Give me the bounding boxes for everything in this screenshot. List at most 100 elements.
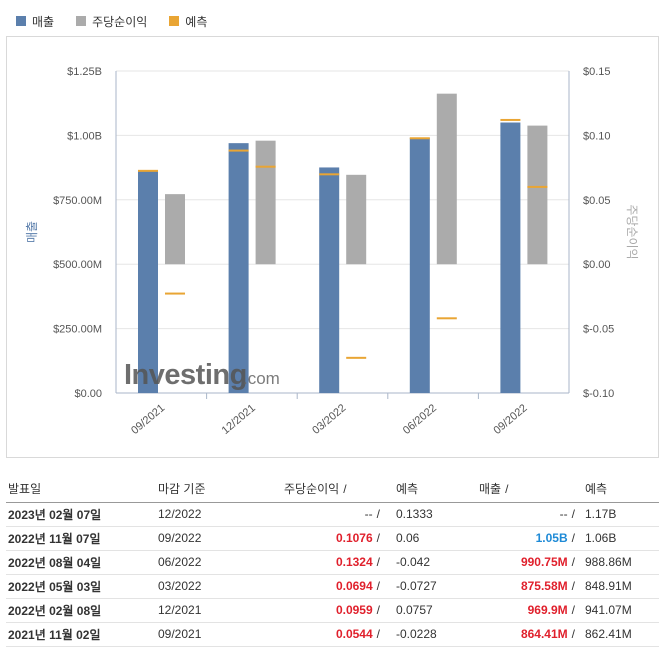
revenue-bar bbox=[409, 137, 430, 393]
header-date[interactable]: 발표일 bbox=[6, 476, 156, 503]
revenue-forecast-marker bbox=[228, 149, 249, 152]
revenue-bar bbox=[138, 170, 158, 393]
cell-date: 2022년 11월 07일 bbox=[6, 526, 156, 551]
y-left-tick-label: $500.00M bbox=[53, 259, 102, 271]
cell-revenue-value: -- bbox=[559, 507, 568, 521]
cell-eps-value: 0.1324 bbox=[335, 555, 373, 569]
earnings-table: 발표일 마감 기준 주당순이익 / 예측 매출 / 예측 2023년 02월 07일… bbox=[6, 476, 659, 647]
cell-revenue-forecast: 1.06B bbox=[577, 526, 659, 551]
legend-item-eps[interactable]: 주당순이익 bbox=[76, 12, 147, 30]
legend-item-forecast[interactable]: 예측 bbox=[169, 12, 207, 30]
cell-revenue-forecast: 1.17B bbox=[577, 502, 659, 527]
cell-eps-value: 0.0544 bbox=[335, 627, 373, 641]
cell-eps-value: 0.1076 bbox=[335, 531, 373, 545]
header-eps-slash: / bbox=[343, 482, 347, 497]
revenue-forecast-marker bbox=[500, 118, 521, 121]
x-category-label: 09/2021 bbox=[129, 402, 167, 437]
cell-revenue-value: 969.9M bbox=[527, 603, 568, 617]
cell-eps-forecast: 0.06 bbox=[382, 526, 477, 551]
legend-swatch-forecast bbox=[169, 16, 180, 26]
cell-eps-value: -- bbox=[364, 507, 373, 521]
cell-period: 03/2022 bbox=[156, 574, 282, 599]
cell-revenue: 990.75M / bbox=[477, 550, 577, 575]
y-left-tick-label: $1.25B bbox=[67, 66, 102, 78]
y-left-axis-title: 매출 bbox=[25, 221, 39, 243]
table-row: 2022년 11월 07일 09/2022 0.1076/0.06 1.05B/1.0… bbox=[6, 526, 659, 551]
cell-eps-forecast: -0.042 bbox=[382, 550, 477, 575]
y-right-tick-label: $0.05 bbox=[583, 195, 611, 207]
table-row: 2022년 02월 08일 12/2021 0.0959/0.0757 969.9M /… bbox=[6, 598, 659, 623]
revenue-forecast-marker bbox=[319, 173, 340, 176]
cell-eps-forecast: -0.0228 bbox=[382, 622, 477, 647]
eps-bar bbox=[255, 140, 276, 265]
cell-date: 2021년 11월 02일 bbox=[6, 622, 156, 647]
table-header-row: 발표일 마감 기준 주당순이익 / 예측 매출 / 예측 bbox=[6, 476, 659, 503]
cell-revenue-value: 1.05B bbox=[535, 531, 568, 545]
cell-eps-forecast: 0.1333 bbox=[382, 502, 477, 527]
cell-eps-value: 0.0694 bbox=[335, 579, 373, 593]
header-eps-forecast[interactable]: 예측 bbox=[382, 476, 477, 503]
y-right-tick-label: $-0.10 bbox=[583, 388, 614, 400]
cell-revenue-forecast: 862.41M bbox=[577, 622, 659, 647]
cell-date: 2022년 02월 08일 bbox=[6, 598, 156, 623]
cell-revenue: 875.58M / bbox=[477, 574, 577, 599]
legend-item-revenue[interactable]: 매출 bbox=[16, 12, 54, 30]
legend-swatch-eps bbox=[76, 16, 87, 26]
header-period[interactable]: 마감 기준 bbox=[156, 476, 282, 503]
cell-revenue: 1.05B / bbox=[477, 526, 577, 551]
cell-eps: -- / bbox=[282, 502, 382, 527]
cell-revenue-value: 875.58M bbox=[520, 579, 568, 593]
table-row: 2021년 11월 02일 09/2021 0.0544/-0.0228 864.41… bbox=[6, 622, 659, 647]
header-eps[interactable]: 주당순이익 / bbox=[282, 476, 382, 503]
eps-forecast-marker bbox=[255, 165, 276, 168]
cell-period: 09/2022 bbox=[156, 526, 282, 551]
cell-eps-forecast: -0.0727 bbox=[382, 574, 477, 599]
cell-revenue: 969.9M / bbox=[477, 598, 577, 623]
cell-eps-value: 0.0959 bbox=[335, 603, 373, 617]
table-row: 2022년 05월 03일 03/2022 0.0694/-0.0727 875.58… bbox=[6, 574, 659, 599]
cell-eps-slash: / bbox=[376, 627, 380, 641]
table-body: 2023년 02월 07일 12/2022 --/0.1333 --/1.17B 202… bbox=[6, 502, 659, 647]
cell-revenue: 864.41M / bbox=[477, 622, 577, 647]
header-revenue[interactable]: 매출 / bbox=[477, 476, 577, 503]
cell-revenue-slash: / bbox=[571, 531, 575, 545]
cell-revenue-slash: / bbox=[571, 627, 575, 641]
legend-label-forecast: 예측 bbox=[185, 14, 208, 29]
cell-period: 09/2021 bbox=[156, 622, 282, 647]
cell-eps-slash: / bbox=[376, 507, 380, 521]
cell-eps: 0.0694/ bbox=[282, 574, 382, 599]
revenue-forecast-marker bbox=[409, 137, 430, 140]
header-revenue-slash: / bbox=[505, 482, 509, 497]
y-right-tick-label: $-0.05 bbox=[583, 324, 614, 336]
table-row: 2023년 02월 07일 12/2022 --/0.1333 --/1.17B bbox=[6, 502, 659, 527]
investing-watermark-suffix: .com bbox=[243, 369, 280, 388]
revenue-bar bbox=[319, 167, 340, 393]
x-category-label: 12/2021 bbox=[220, 402, 258, 437]
revenue-bar bbox=[500, 122, 521, 394]
y-right-tick-label: $0.00 bbox=[583, 259, 611, 271]
cell-revenue-forecast: 848.91M bbox=[577, 574, 659, 599]
investing-watermark-brand: Investing bbox=[124, 359, 247, 391]
y-right-tick-label: $0.15 bbox=[583, 66, 611, 78]
earnings-chart: $0.00 $-0.10 $250.00M $-0.05 $500.00M $0.00 $7… bbox=[25, 66, 639, 437]
cell-date: 2023년 02월 07일 bbox=[6, 502, 156, 527]
cell-revenue-value: 990.75M bbox=[520, 555, 568, 569]
header-revenue-forecast[interactable]: 예측 bbox=[577, 476, 659, 503]
cell-eps-slash: / bbox=[376, 603, 380, 617]
y-right-axis-title: 주당순이익 bbox=[625, 204, 639, 259]
revenue-bar bbox=[228, 143, 249, 393]
header-revenue-label: 매출 bbox=[479, 482, 502, 497]
table-row: 2022년 08월 04일 06/2022 0.1324/-0.042 990.75M… bbox=[6, 550, 659, 575]
x-category-label: 06/2022 bbox=[401, 402, 439, 437]
y-right-tick-label: $0.10 bbox=[583, 130, 611, 142]
cell-revenue-slash: / bbox=[571, 579, 575, 593]
cell-period: 12/2021 bbox=[156, 598, 282, 623]
legend-label-eps: 주당순이익 bbox=[92, 14, 148, 29]
cell-revenue: -- / bbox=[477, 502, 577, 527]
eps-forecast-marker bbox=[436, 317, 457, 320]
cell-eps-slash: / bbox=[376, 579, 380, 593]
y-left-tick-label: $1.00B bbox=[67, 130, 102, 142]
y-left-tick-label: $0.00 bbox=[74, 388, 102, 400]
revenue-forecast-marker bbox=[138, 169, 158, 172]
cell-eps: 0.1076/ bbox=[282, 526, 382, 551]
